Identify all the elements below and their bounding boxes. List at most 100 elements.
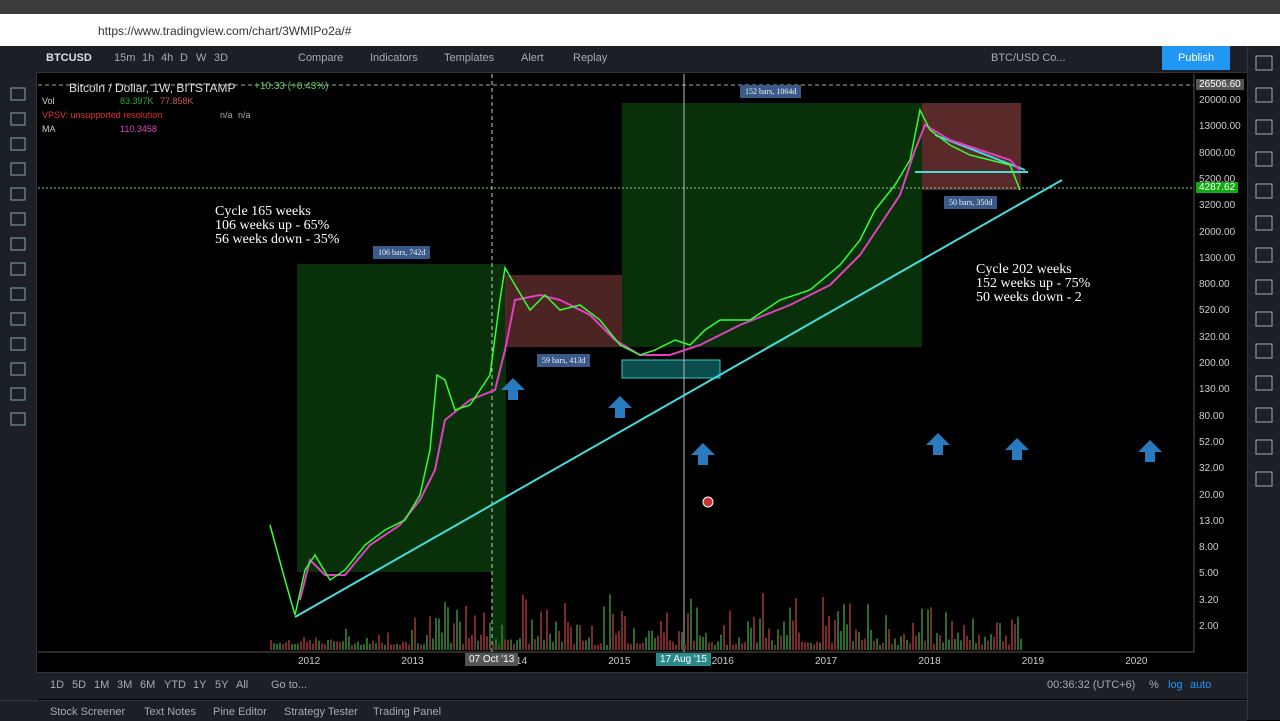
side-icon[interactable]	[1255, 119, 1273, 135]
tool-icon[interactable]	[10, 412, 26, 426]
range-box	[622, 103, 922, 347]
goto-button[interactable]: Go to...	[271, 679, 308, 691]
range-button[interactable]: All	[236, 679, 249, 691]
volume-bar	[873, 640, 875, 650]
volume-bar	[528, 643, 530, 650]
side-icon[interactable]	[1255, 151, 1273, 167]
layout-name[interactable]: BTC/USD Co...	[991, 52, 1066, 64]
side-icon[interactable]	[1255, 87, 1273, 103]
toolbar-button[interactable]: Templates	[444, 52, 495, 64]
auto-toggle[interactable]: auto	[1190, 679, 1212, 691]
range-button[interactable]: 1M	[94, 679, 110, 691]
volume-bar	[759, 618, 761, 650]
volume-bar	[381, 642, 383, 650]
interval[interactable]: W	[196, 52, 207, 64]
tool-icon[interactable]	[10, 87, 26, 101]
alert-marker[interactable]	[702, 496, 714, 508]
range-button[interactable]: 5D	[72, 679, 87, 691]
tool-icon[interactable]	[10, 112, 26, 126]
volume-bar	[273, 643, 275, 650]
right-sidebar	[1247, 46, 1280, 720]
tool-icon[interactable]	[10, 187, 26, 201]
volume-bar	[876, 638, 878, 650]
range-button[interactable]: 1Y	[193, 679, 207, 691]
interval[interactable]: 1h	[142, 52, 155, 64]
volume-bar	[306, 641, 308, 650]
toolbar-button[interactable]: Alert	[521, 52, 544, 64]
toolbar-button[interactable]: Replay	[573, 52, 608, 64]
panel-tab[interactable]: Trading Panel	[373, 706, 442, 718]
side-icon[interactable]	[1255, 311, 1273, 327]
symbol[interactable]: BTCUSD	[46, 52, 92, 64]
volume-bar	[504, 639, 506, 650]
tool-icon[interactable]	[10, 212, 26, 226]
volume-bar	[477, 640, 479, 650]
panel-tab[interactable]: Text Notes	[144, 706, 196, 718]
tool-icon[interactable]	[10, 387, 26, 401]
price-label: 520.00	[1199, 305, 1230, 317]
side-icon[interactable]	[1255, 343, 1273, 359]
tool-icon[interactable]	[10, 312, 26, 326]
tool-icon[interactable]	[10, 137, 26, 151]
price-series	[269, 107, 1021, 616]
volume-bar	[393, 644, 395, 650]
volume-bar	[543, 640, 545, 650]
volume-bar	[726, 644, 728, 650]
range-box	[297, 264, 492, 572]
side-icon[interactable]	[1255, 375, 1273, 391]
volume-bar	[861, 639, 863, 650]
tool-icon[interactable]	[10, 262, 26, 276]
tool-icon[interactable]	[10, 237, 26, 251]
volume-bar	[639, 643, 641, 650]
interval[interactable]: D	[180, 52, 188, 64]
side-icon[interactable]	[1255, 215, 1273, 231]
volume-bar	[1017, 616, 1019, 650]
volume-bar	[357, 641, 359, 650]
percent-toggle[interactable]: %	[1149, 679, 1159, 691]
price-label: 80.00	[1199, 410, 1225, 422]
volume-bar	[597, 644, 599, 650]
tool-icon[interactable]	[10, 162, 26, 176]
volume-bar	[756, 642, 758, 650]
panel-tab[interactable]: Stock Screener	[50, 706, 126, 718]
legend-title: Bitcoin / Dollar, 1W, BITSTAMP	[69, 81, 236, 95]
panel-tab[interactable]: Strategy Tester	[284, 706, 358, 718]
tool-icon[interactable]	[10, 362, 26, 376]
interval[interactable]: 4h	[161, 52, 174, 64]
side-icon[interactable]	[1255, 407, 1273, 423]
interval[interactable]: 15m	[114, 52, 136, 64]
cycle-note: 50 weeks down - 2	[976, 290, 1082, 305]
up-arrow	[1138, 440, 1162, 462]
range-button[interactable]: 5Y	[215, 679, 229, 691]
log-toggle[interactable]: log	[1168, 679, 1183, 691]
volume-bar	[723, 624, 725, 650]
range-button[interactable]: 1D	[50, 679, 65, 691]
toolbar-button[interactable]: Compare	[298, 52, 344, 64]
side-icon[interactable]	[1255, 279, 1273, 295]
side-icon[interactable]	[1255, 183, 1273, 199]
volume-bar	[666, 612, 668, 650]
tool-icon[interactable]	[10, 287, 26, 301]
volume-bar	[771, 640, 773, 650]
url[interactable]: https://www.tradingview.com/chart/3WMIPo…	[98, 24, 352, 38]
range-button[interactable]: YTD	[164, 679, 186, 691]
volume-bar	[933, 643, 935, 650]
interval[interactable]: 3D	[214, 52, 229, 64]
range-button[interactable]: 3M	[117, 679, 133, 691]
top-toolbar	[0, 46, 1280, 73]
volume-bar	[615, 633, 617, 650]
range-button[interactable]: 6M	[140, 679, 156, 691]
range-label: 59 bars, 413d	[537, 354, 591, 367]
up-arrow	[501, 378, 525, 400]
side-icon[interactable]	[1255, 439, 1273, 455]
toolbar-button[interactable]: Indicators	[370, 52, 418, 64]
volume-bar	[1008, 644, 1010, 650]
volume-bar	[846, 624, 848, 650]
panel-tab[interactable]: Pine Editor	[213, 706, 267, 718]
side-icon[interactable]	[1255, 471, 1273, 487]
side-icon[interactable]	[1255, 55, 1273, 71]
publish-button[interactable]: Publish	[1162, 46, 1231, 70]
tool-icon[interactable]	[10, 337, 26, 351]
side-icon[interactable]	[1255, 247, 1273, 263]
time-label: 2016	[711, 656, 734, 667]
